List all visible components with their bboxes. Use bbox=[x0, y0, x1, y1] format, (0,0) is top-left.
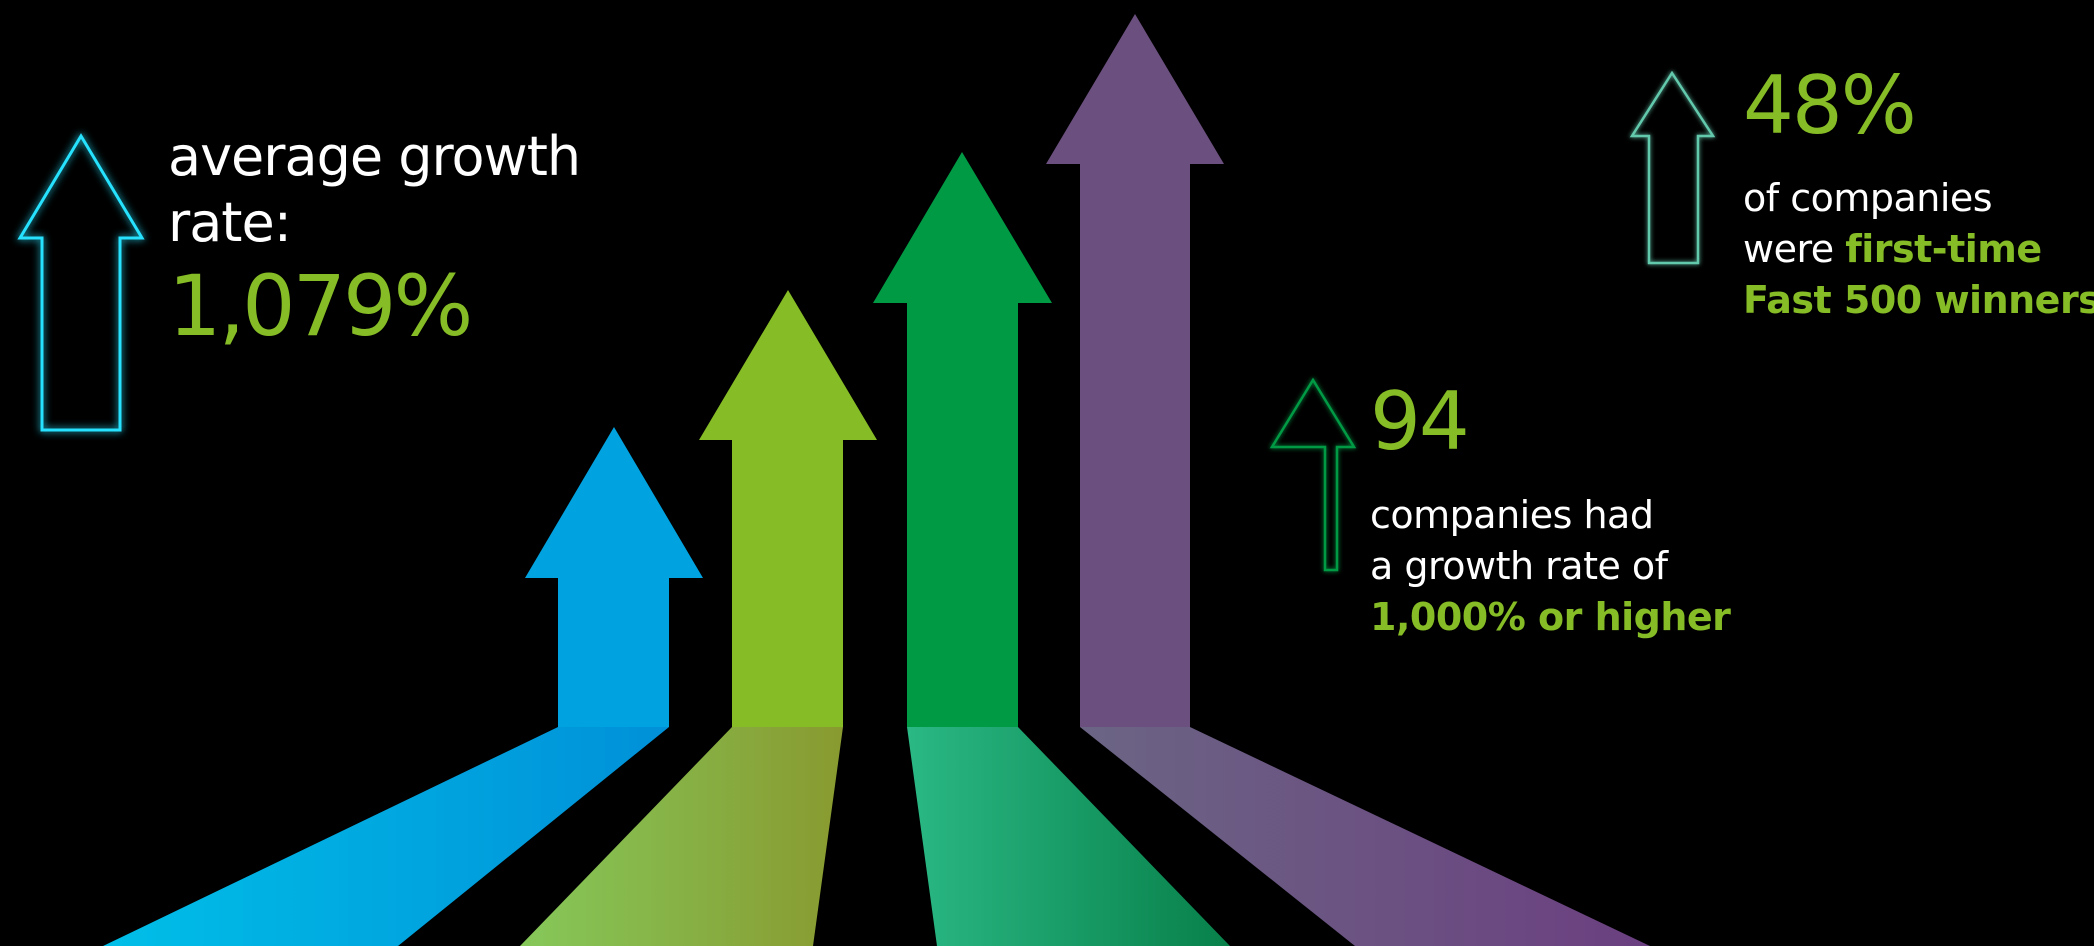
first-time-line2-plain: were bbox=[1743, 227, 1846, 271]
average-growth-value: 1,079% bbox=[168, 257, 473, 355]
companies-count-value: 94 bbox=[1370, 375, 1470, 468]
first-time-line2: were first-time bbox=[1743, 224, 2094, 275]
average-growth-label-line1: average growth bbox=[168, 125, 581, 188]
right-outlined-arrow-icon bbox=[1629, 70, 1716, 265]
first-time-winners-value: 48% bbox=[1743, 59, 1917, 152]
left-outlined-arrow-icon bbox=[17, 133, 145, 432]
lime-arrow bbox=[699, 290, 877, 727]
blue-arrow-floor bbox=[103, 727, 669, 946]
first-time-winners-description: of companies were first-time Fast 500 wi… bbox=[1743, 173, 2094, 326]
average-growth-label: average growth rate: bbox=[168, 124, 581, 256]
purple-arrow bbox=[1046, 14, 1224, 727]
companies-count-line2: a growth rate of bbox=[1370, 544, 1668, 588]
companies-count-line1: companies had bbox=[1370, 493, 1654, 537]
green-arrow-floor bbox=[907, 727, 1230, 946]
first-time-line3-highlight: Fast 500 winners bbox=[1743, 278, 2094, 322]
average-growth-label-line2: rate: bbox=[168, 191, 292, 254]
purple-arrow-floor bbox=[1080, 727, 1650, 946]
first-time-line1: of companies bbox=[1743, 176, 1993, 220]
green-arrow bbox=[873, 152, 1052, 727]
lime-arrow-floor bbox=[520, 727, 843, 946]
companies-count-highlight: 1,000% or higher bbox=[1370, 595, 1731, 639]
first-time-line2-highlight: first-time bbox=[1845, 227, 2042, 271]
companies-count-description: companies had a growth rate of 1,000% or… bbox=[1370, 490, 1731, 643]
middle-outlined-arrow-icon bbox=[1269, 377, 1357, 572]
blue-arrow bbox=[525, 427, 703, 727]
